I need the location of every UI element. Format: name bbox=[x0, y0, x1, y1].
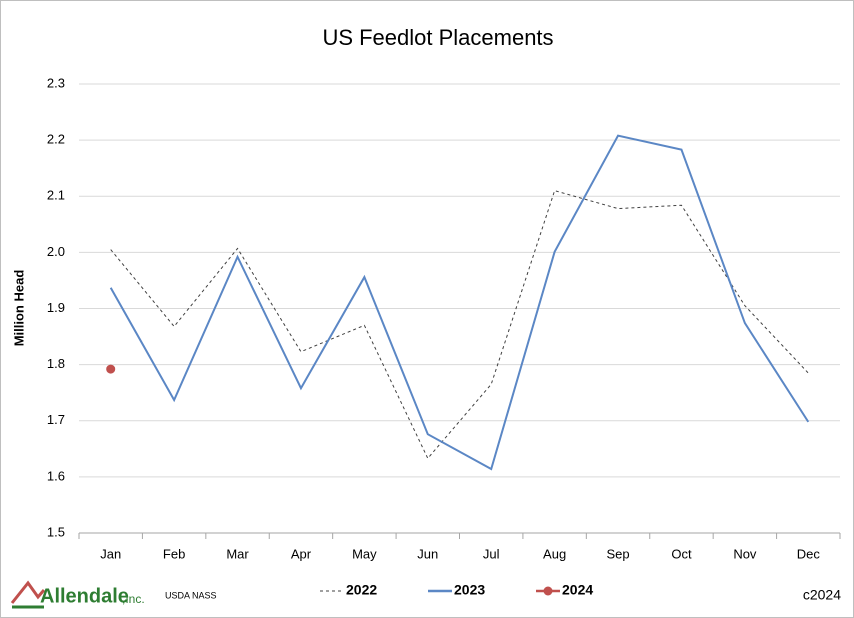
logo: Allendale ,Inc. bbox=[10, 580, 145, 609]
logo-text: Allendale bbox=[40, 585, 129, 607]
marker bbox=[106, 364, 116, 374]
logo-suffix: ,Inc. bbox=[122, 592, 145, 606]
x-tick-label: Jun bbox=[417, 546, 438, 561]
y-tick-label: 2.3 bbox=[47, 75, 65, 90]
x-tick-label: Sep bbox=[606, 546, 629, 561]
source-note: USDA NASS bbox=[165, 590, 217, 600]
x-tick-label: Oct bbox=[671, 546, 692, 561]
legend-marker bbox=[543, 586, 553, 596]
y-tick-label: 2.1 bbox=[47, 188, 65, 203]
x-tick-label: Nov bbox=[733, 546, 757, 561]
x-tick-label: Jul bbox=[483, 546, 500, 561]
x-tick-label: Apr bbox=[291, 546, 312, 561]
y-tick-label: 1.9 bbox=[47, 300, 65, 315]
x-tick-label: Aug bbox=[543, 546, 566, 561]
chart-title: US Feedlot Placements bbox=[322, 25, 553, 50]
legend-label: 2024 bbox=[562, 582, 593, 598]
series-line bbox=[109, 134, 810, 471]
copyright: c2024 bbox=[803, 587, 841, 603]
legend-label: 2022 bbox=[346, 582, 377, 598]
x-tick-label: Dec bbox=[797, 546, 821, 561]
y-axis-label: Million Head bbox=[11, 270, 26, 347]
x-tick-label: May bbox=[352, 546, 377, 561]
x-tick-label: Jan bbox=[100, 546, 121, 561]
y-tick-label: 1.6 bbox=[47, 468, 65, 483]
y-tick-label: 2.2 bbox=[47, 132, 65, 147]
y-tick-label: 2.0 bbox=[47, 244, 65, 259]
logo-icon bbox=[10, 580, 46, 604]
x-tick-label: Mar bbox=[226, 546, 249, 561]
legend-label: 2023 bbox=[454, 582, 485, 598]
x-tick-label: Feb bbox=[163, 546, 185, 561]
y-tick-label: 1.5 bbox=[47, 524, 65, 539]
y-tick-label: 1.7 bbox=[47, 412, 65, 427]
y-tick-label: 1.8 bbox=[47, 356, 65, 371]
